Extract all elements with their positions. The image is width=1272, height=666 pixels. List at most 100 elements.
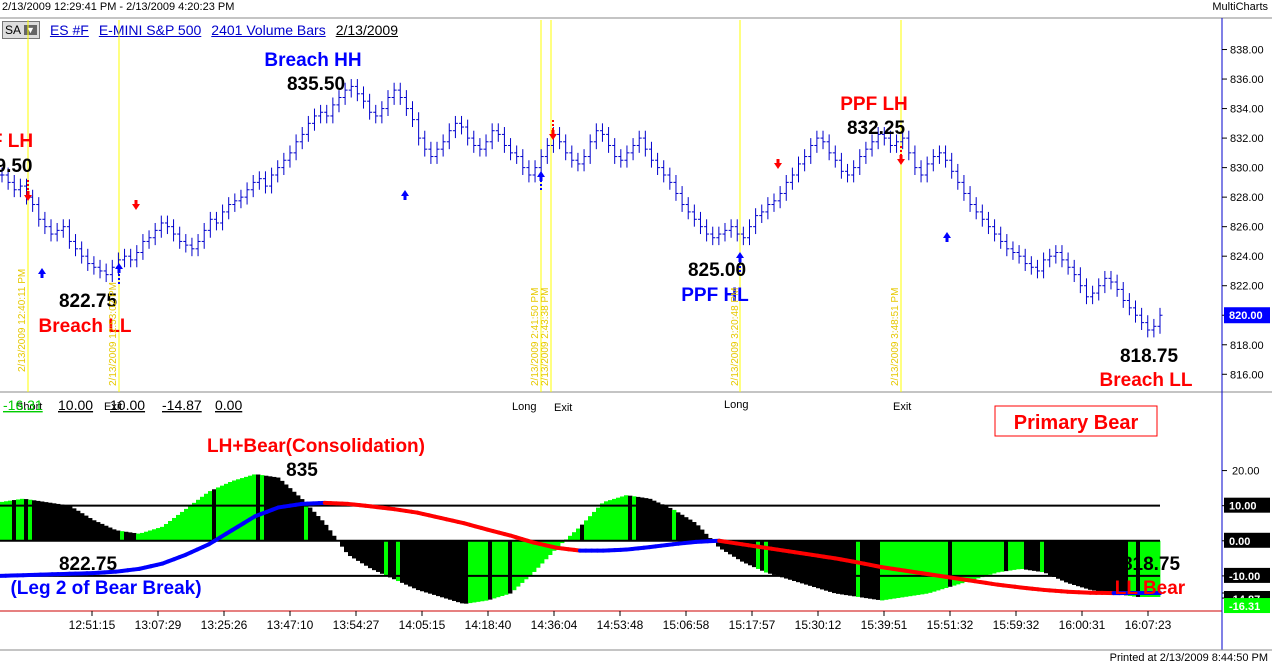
price-bar	[624, 145, 630, 168]
histogram-bar	[452, 540, 457, 601]
histogram-bar	[540, 540, 545, 564]
price-bar	[1157, 307, 1163, 334]
price-bar	[587, 134, 593, 164]
histogram-bar	[372, 540, 377, 571]
histogram-bar	[256, 474, 261, 541]
annotation-breach-ll-label: Breach LL	[39, 316, 132, 337]
sa-dropdown[interactable]: SA ▼	[2, 21, 40, 39]
price-bar	[1047, 248, 1053, 268]
indicator-value-tag	[1224, 532, 1270, 548]
price-bar	[446, 123, 452, 150]
histogram-bar	[620, 496, 625, 541]
histogram-bar	[428, 540, 433, 594]
histogram-bar	[932, 540, 937, 592]
histogram-bar	[908, 540, 913, 597]
histogram-bar	[140, 532, 145, 541]
histogram-bar	[516, 540, 521, 587]
price-bar	[134, 245, 140, 268]
price-bar	[992, 219, 998, 242]
price-bar	[630, 138, 636, 161]
histogram-bar	[212, 489, 217, 541]
price-bar	[158, 215, 164, 238]
price-bar	[1034, 259, 1040, 279]
histogram-bar	[304, 503, 309, 541]
histogram-bar	[652, 500, 657, 541]
histogram-bar	[160, 526, 165, 541]
histogram-bar	[1032, 540, 1037, 571]
arrow-up-icon	[115, 263, 123, 273]
price-bar	[569, 145, 575, 168]
price-bar	[593, 123, 599, 150]
price-bar	[514, 145, 520, 164]
indicator-value-smooth: -14.87	[162, 397, 202, 413]
histogram-bar	[612, 498, 617, 541]
indicator-reference-lines	[0, 504, 1160, 577]
histogram-bar	[424, 540, 429, 593]
annotation-ppf-hl-label: PPF HL	[681, 285, 749, 306]
histogram-bar	[688, 519, 693, 541]
price-bar	[201, 222, 207, 249]
histogram-bar	[824, 540, 829, 591]
symbol-link[interactable]: ES #F	[49, 22, 89, 38]
regime-badge: Primary Bear	[994, 405, 1158, 437]
histogram-bar	[72, 508, 77, 541]
histogram-bar	[828, 540, 833, 592]
histogram-bar	[308, 507, 313, 541]
indicator-tick-label: -16.31	[1229, 601, 1260, 613]
histogram-bar	[704, 533, 709, 541]
price-bar	[900, 130, 906, 150]
histogram-bar	[952, 540, 957, 586]
histogram-bar	[240, 478, 245, 541]
price-bar	[985, 211, 991, 235]
arrow-down-icon	[897, 155, 905, 165]
signal-exit-3: Exit	[893, 401, 911, 413]
histogram-bar	[1088, 540, 1093, 590]
price-bar	[1010, 241, 1016, 260]
price-bar	[857, 149, 863, 175]
price-bar	[269, 167, 275, 194]
histogram-bar	[448, 540, 453, 600]
histogram-bar	[524, 540, 529, 580]
histogram-bar	[180, 511, 185, 541]
annotation-f-lh-label: F LH	[0, 131, 33, 152]
arrow-up-icon	[38, 268, 46, 278]
printed-timestamp: Printed at 2/13/2009 8:44:50 PM	[1109, 652, 1268, 664]
histogram-bar	[572, 532, 577, 541]
price-bar	[477, 138, 483, 157]
price-bar	[311, 108, 317, 131]
price-bar	[759, 204, 765, 223]
arrow-up-icon	[943, 232, 951, 242]
chevron-down-icon[interactable]: ▼	[24, 25, 37, 35]
histogram-bar	[956, 540, 961, 585]
histogram-bar	[556, 540, 561, 547]
price-bar	[495, 123, 501, 142]
signal-long-2: Long	[724, 399, 748, 411]
price-bar	[1059, 245, 1065, 268]
price-bar	[612, 138, 618, 164]
vline-timestamp-5: 2/13/2009 3:20:48 PM	[730, 288, 741, 386]
histogram-bar	[872, 540, 877, 600]
histogram-bar	[4, 501, 9, 541]
indicator-tick-label: 20.00	[1232, 466, 1260, 478]
histogram-bar	[560, 540, 565, 544]
indicator-value-upper2: 10.00	[110, 397, 145, 413]
instrument-name-link[interactable]: E-MINI S&P 500	[98, 22, 202, 38]
histogram-bar	[88, 518, 93, 541]
price-bar	[814, 130, 820, 153]
histogram-bar	[520, 540, 525, 583]
bar-type-link[interactable]: 2401 Volume Bars	[211, 22, 326, 38]
price-bar	[875, 127, 881, 150]
price-bar	[563, 134, 569, 161]
histogram-bar	[616, 497, 621, 541]
histogram-bar	[412, 540, 417, 589]
histogram-bar	[964, 540, 969, 582]
histogram-bar	[588, 516, 593, 541]
histogram-bar	[376, 540, 381, 572]
regime-label: Primary Bear	[1014, 412, 1139, 434]
histogram-bar	[632, 496, 637, 541]
histogram-bar	[1008, 540, 1013, 571]
price-bar	[305, 115, 311, 142]
histogram-bar	[236, 479, 241, 541]
price-tick-label: 838.00	[1230, 45, 1264, 57]
